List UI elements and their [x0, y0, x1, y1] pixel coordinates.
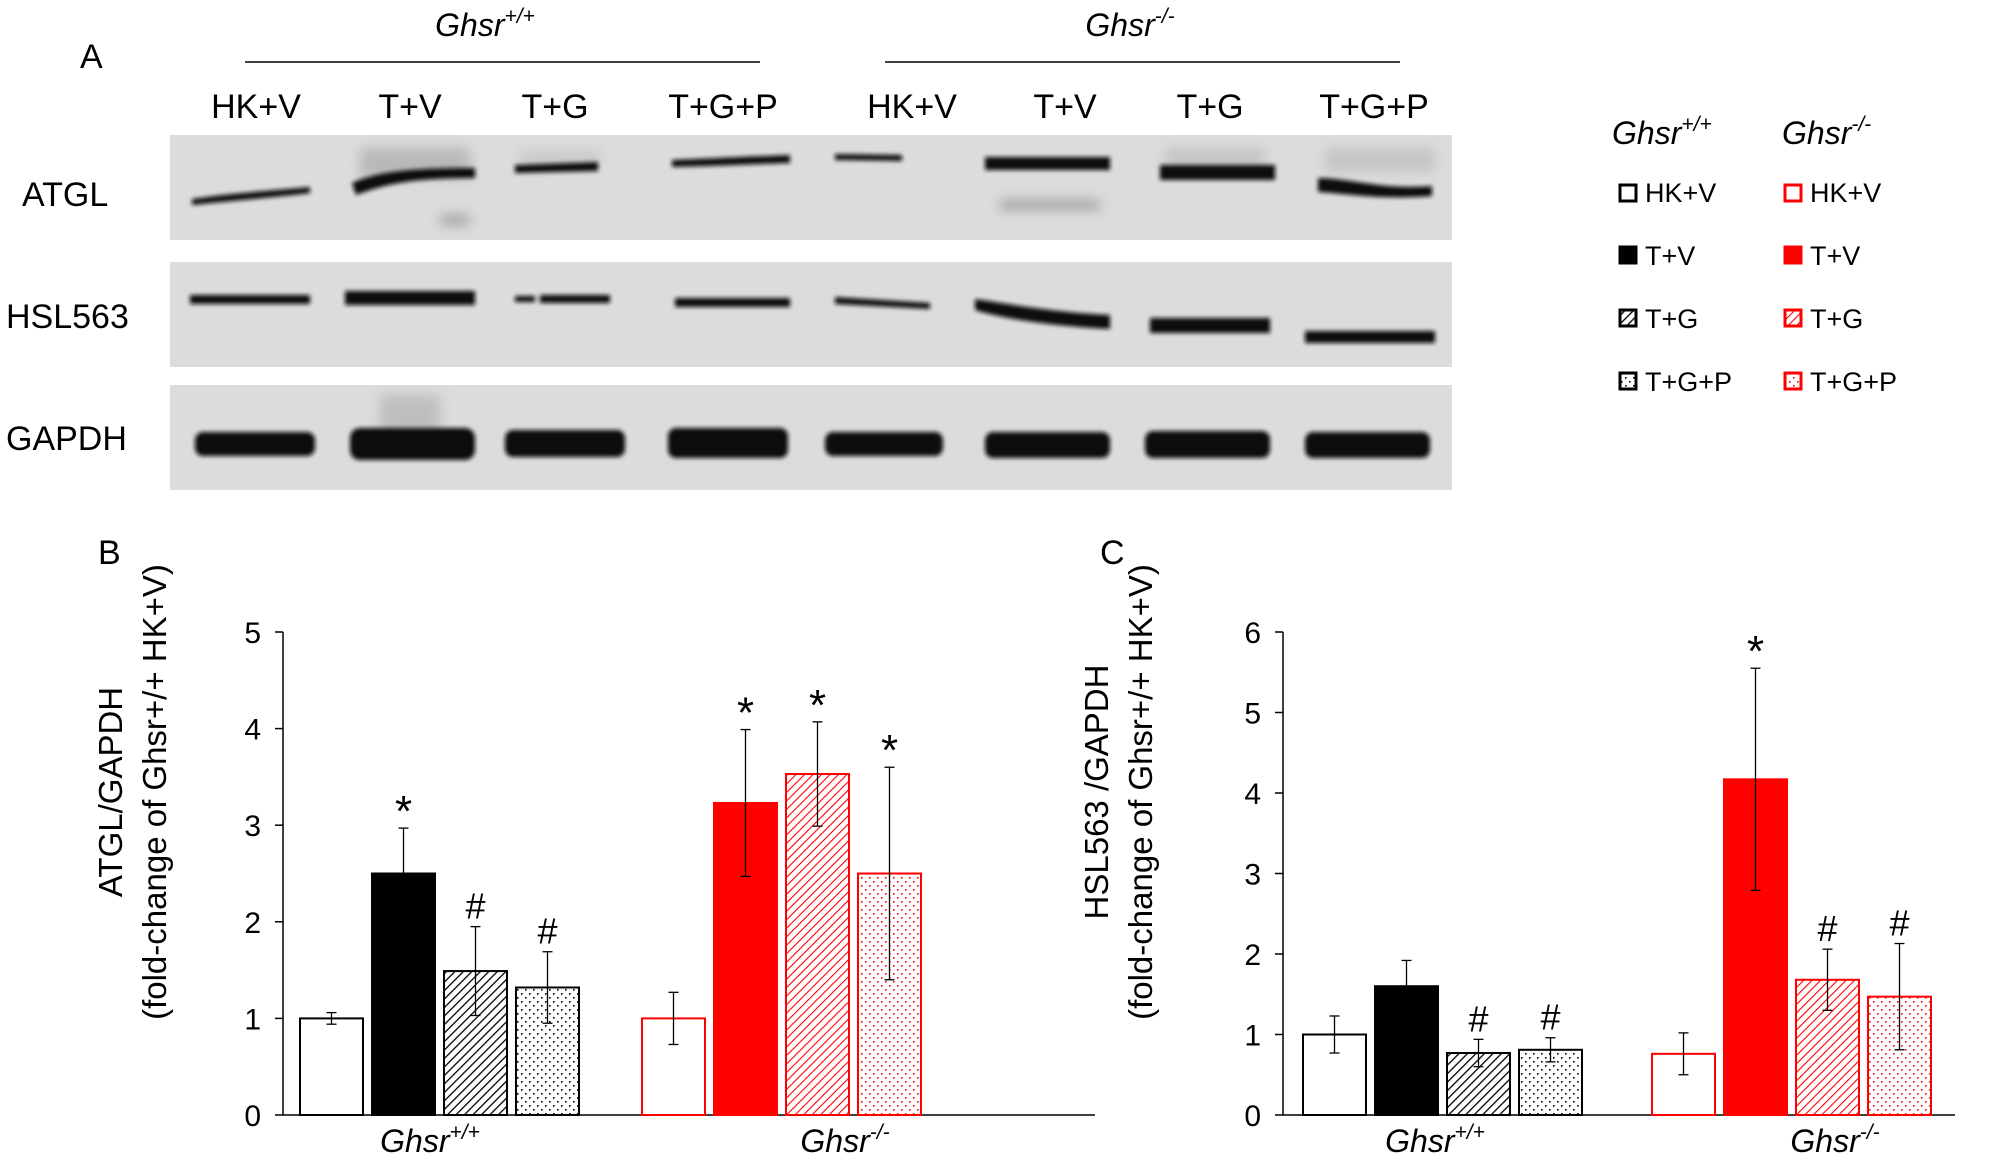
- blot-lane-labels: HK+V T+V T+G T+G+P HK+V T+V T+G T+G+P: [211, 88, 1429, 126]
- row-label-hsl563: HSL563: [6, 298, 129, 336]
- chart-atgl-significance-label: *: [737, 689, 754, 738]
- chart-atgl-ylabel-line1: ATGL/GAPDH: [92, 687, 129, 897]
- chart-hsl563-significance-label: #: [1540, 997, 1560, 1038]
- blot-strip-atgl: [170, 135, 1452, 240]
- legend-header-ko-base: Ghsr: [1782, 115, 1853, 151]
- legend-swatch-open-red: [1783, 183, 1803, 203]
- chart-hsl563-xlabel-ko: Ghsr-/-: [1790, 1121, 1879, 1159]
- lane-label: T+V: [1033, 88, 1097, 126]
- group-header-wt-sup: +/+: [504, 5, 534, 28]
- chart-hsl563: HSL563 /GAPDH (fold-change of Ghsr+/+ HK…: [1078, 564, 1955, 1159]
- blot-strip-gapdh: [170, 385, 1452, 490]
- chart-atgl-y-tick-label: 3: [244, 810, 261, 843]
- chart-atgl-significance-label: *: [809, 681, 826, 730]
- legend-swatch-hatch-red: [1783, 308, 1803, 328]
- group-header-ko-sup: -/-: [1155, 5, 1175, 28]
- chart-atgl-y-tick-label: 5: [244, 617, 261, 650]
- legend-swatch-dots-black: [1618, 371, 1638, 391]
- chart-hsl563-ylabel-line2: (fold-change of Ghsr+/+ HK+V): [1122, 564, 1159, 1020]
- legend-swatch-dots-red: [1783, 371, 1803, 391]
- chart-hsl563-xlabels: Ghsr+/+ Ghsr-/-: [1385, 1121, 1879, 1159]
- lane-label: T+V: [378, 88, 442, 126]
- chart-hsl563-ylabel-line1: HSL563 /GAPDH: [1078, 665, 1115, 920]
- chart-hsl563-ylabel: HSL563 /GAPDH (fold-change of Ghsr+/+ HK…: [1078, 564, 1159, 1020]
- chart-atgl-y-tick-label: 2: [244, 907, 261, 940]
- panel-label-b: B: [98, 534, 121, 572]
- chart-atgl-xlabel-wt-sup: +/+: [449, 1121, 479, 1144]
- group-header-wt-base: Ghsr: [435, 7, 506, 43]
- svg-text:Ghsr+/+: Ghsr+/+: [435, 5, 535, 43]
- lane-label: T+G: [521, 88, 588, 126]
- chart-atgl-xlabel-wt: Ghsr+/+: [380, 1121, 480, 1159]
- chart-atgl-significance-label: #: [465, 886, 485, 927]
- chart-hsl563-significance-label: *: [1747, 627, 1764, 676]
- legend-label: T+V: [1645, 241, 1695, 271]
- legend-header-ko: Ghsr-/-: [1782, 113, 1871, 151]
- legend-label: HK+V: [1810, 178, 1881, 208]
- lane-label: HK+V: [867, 88, 957, 126]
- row-label-gapdh: GAPDH: [6, 420, 127, 458]
- chart-atgl: ATGL/GAPDH (fold-change of Ghsr+/+ HK+V)…: [92, 564, 1095, 1159]
- chart-atgl-significance-label: #: [537, 911, 557, 952]
- legend-label: T+G+P: [1810, 367, 1897, 397]
- chart-hsl563-y-tick-label: 4: [1244, 778, 1261, 811]
- legend-swatch-solid-red: [1783, 245, 1803, 265]
- blot-group-header-wt: Ghsr+/+: [245, 5, 760, 63]
- svg-text:Ghsr-/-: Ghsr-/-: [1085, 5, 1174, 43]
- chart-atgl-xlabel-ko: Ghsr-/-: [800, 1121, 889, 1159]
- blot-group-header-ko: Ghsr-/-: [885, 5, 1400, 63]
- blot-strip-hsl563: [170, 262, 1452, 367]
- lane-label: HK+V: [211, 88, 301, 126]
- chart-atgl-significance-label: *: [881, 726, 898, 775]
- chart-hsl563-y-tick-label: 3: [1244, 859, 1261, 892]
- chart-hsl563-xlabel-wt: Ghsr+/+: [1385, 1121, 1485, 1159]
- row-label-atgl: ATGL: [22, 176, 108, 214]
- group-header-ko-base: Ghsr: [1085, 7, 1156, 43]
- chart-atgl-bar: [785, 773, 850, 1116]
- legend-header-wt: Ghsr+/+: [1612, 113, 1712, 151]
- chart-atgl-ylabel-line2: (fold-change of Ghsr+/+ HK+V): [136, 564, 173, 1020]
- chart-hsl563-xlabel-ko-sup: -/-: [1860, 1121, 1880, 1144]
- legend-label: T+G+P: [1645, 367, 1732, 397]
- legend-label: T+G: [1645, 304, 1698, 334]
- chart-atgl-xlabel-ko-base: Ghsr: [800, 1123, 871, 1159]
- chart-hsl563-y-tick-label: 1: [1244, 1020, 1261, 1053]
- blot-row-labels: ATGL HSL563 GAPDH: [6, 176, 129, 458]
- chart-atgl-significance-label: *: [395, 787, 412, 836]
- chart-hsl563-y-tick-label: 2: [1244, 939, 1261, 972]
- legend-label: HK+V: [1645, 178, 1716, 208]
- lane-label: T+G+P: [1319, 88, 1429, 126]
- legend-label: T+G: [1810, 304, 1863, 334]
- panel-label-c: C: [1100, 534, 1125, 572]
- chart-atgl-xlabel-ko-sup: -/-: [870, 1121, 890, 1144]
- legend-swatch-hatch-black: [1618, 308, 1638, 328]
- chart-hsl563-y-tick-label: 6: [1244, 617, 1261, 650]
- chart-hsl563-significance-label: #: [1468, 998, 1488, 1039]
- chart-hsl563-significance-label: #: [1889, 903, 1909, 944]
- legend-label: T+V: [1810, 241, 1860, 271]
- lane-label: T+G+P: [668, 88, 778, 126]
- chart-atgl-xlabel-wt-base: Ghsr: [380, 1123, 451, 1159]
- legend-swatch-open-black: [1618, 183, 1638, 203]
- chart-atgl-y-tick-label: 1: [244, 1003, 261, 1036]
- chart-hsl563-xlabel-wt-sup: +/+: [1454, 1121, 1484, 1144]
- chart-hsl563-y-tick-label: 0: [1244, 1100, 1261, 1133]
- lane-label: T+G: [1176, 88, 1243, 126]
- chart-hsl563-significance-label: #: [1817, 908, 1837, 949]
- legend-header-wt-sup: +/+: [1681, 113, 1711, 136]
- legend: Ghsr+/+ Ghsr-/- HK+V T+V T+G T+G+P HK+V …: [1612, 113, 1897, 397]
- legend-swatch-solid-black: [1618, 245, 1638, 265]
- chart-atgl-y-tick-label: 0: [244, 1100, 261, 1133]
- legend-header-ko-sup: -/-: [1851, 113, 1871, 136]
- chart-atgl-bar: [299, 1017, 364, 1117]
- chart-hsl563-xlabel-ko-base: Ghsr: [1790, 1123, 1861, 1159]
- chart-atgl-y-tick-label: 4: [244, 714, 261, 747]
- chart-hsl563-xlabel-wt-base: Ghsr: [1385, 1123, 1456, 1159]
- chart-atgl-ylabel: ATGL/GAPDH (fold-change of Ghsr+/+ HK+V): [92, 564, 173, 1020]
- legend-header-wt-base: Ghsr: [1612, 115, 1683, 151]
- panel-label-a: A: [80, 38, 103, 76]
- chart-hsl563-y-tick-label: 5: [1244, 698, 1261, 731]
- chart-atgl-xlabels: Ghsr+/+ Ghsr-/-: [380, 1121, 889, 1159]
